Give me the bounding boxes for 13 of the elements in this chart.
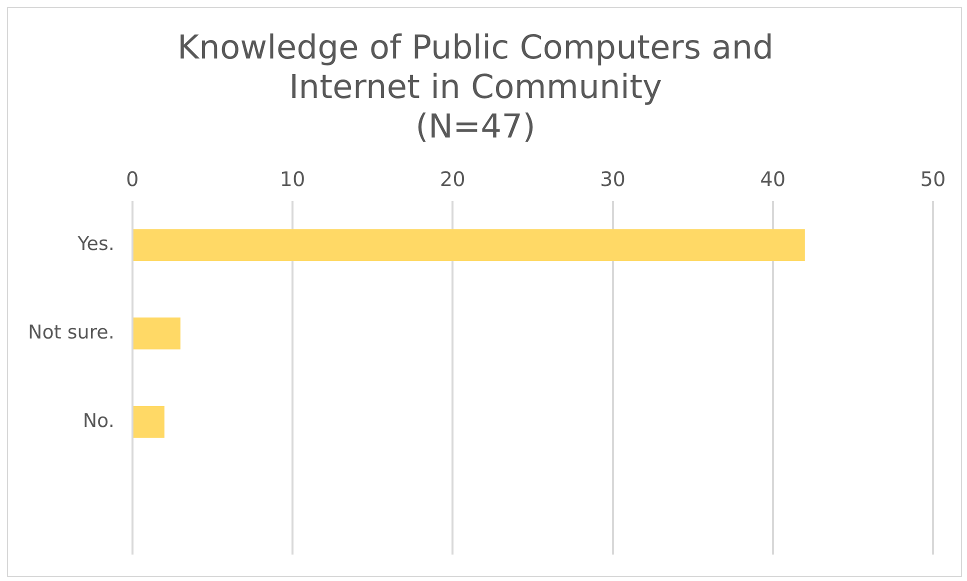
x-tick-label: 10 (280, 167, 306, 192)
y-tick-label: Yes. (76, 232, 114, 255)
x-tick-label: 0 (126, 167, 139, 192)
bar (133, 318, 180, 350)
y-tick-label: Not sure. (28, 321, 114, 344)
bar (133, 406, 164, 438)
bar (133, 229, 805, 261)
x-tick-label: 40 (760, 167, 786, 192)
x-tick-label: 50 (920, 167, 946, 192)
x-tick-label: 20 (440, 167, 466, 192)
y-tick-label: No. (82, 410, 114, 432)
chart-title: Knowledge of Public Computers and Internet in Community (N=47) (177, 27, 774, 146)
x-tick-label: 30 (600, 167, 626, 192)
